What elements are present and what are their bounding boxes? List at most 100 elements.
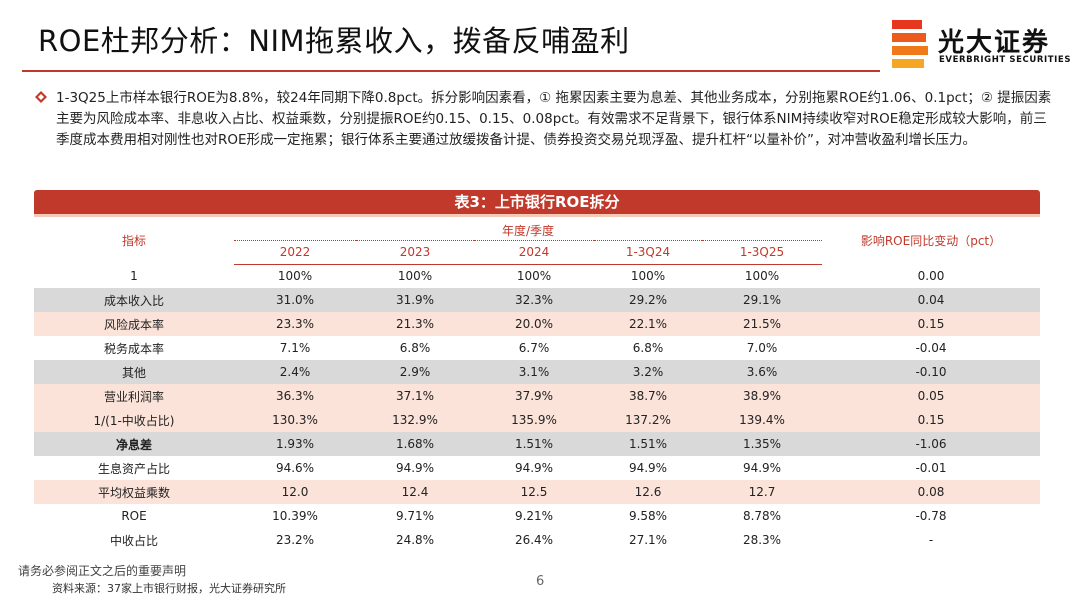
row-value: 94.9% [474,456,594,480]
row-value: 2.9% [356,360,474,384]
row-value: 28.3% [702,528,822,552]
row-value: 132.9% [356,408,474,432]
row-label: 税务成本率 [34,336,234,360]
row-value: 3.6% [702,360,822,384]
row-roe-change: -0.04 [822,336,1040,360]
row-value: 8.78% [702,504,822,528]
row-value: 135.9% [474,408,594,432]
row-value: 7.0% [702,336,822,360]
header-roe-change: 影响ROE同比变动（pct） [860,234,1002,248]
header-period: 1-3Q24 [594,240,702,265]
row-value: 94.9% [356,456,474,480]
table-row: 风险成本率 23.3% 21.3% 20.0% 22.1% 21.5% 0.15 [34,312,1040,336]
row-value: 94.9% [594,456,702,480]
row-label: ROE [34,504,234,528]
row-roe-change: -1.06 [822,432,1040,456]
row-value: 23.3% [234,312,356,336]
row-roe-change: -0.10 [822,360,1040,384]
table-row: 净息差 1.93% 1.68% 1.51% 1.51% 1.35% -1.06 [34,432,1040,456]
logo-chinese-name: 光大证券 [938,28,1051,58]
row-value: 1.68% [356,432,474,456]
table-row: ROE 10.39% 9.71% 9.21% 9.58% 8.78% -0.78 [34,504,1040,528]
table-title: 表3：上市银行ROE拆分 [34,190,1040,214]
row-value: 12.7 [702,480,822,504]
title-divider [22,70,880,72]
row-value: 21.3% [356,312,474,336]
row-value: 94.9% [702,456,822,480]
row-value: 32.3% [474,288,594,312]
data-source: 资料来源：37家上市银行财报，光大证券研究所 [52,582,286,595]
row-roe-change: - [822,528,1040,552]
row-value: 6.8% [594,336,702,360]
row-value: 3.1% [474,360,594,384]
row-value: 37.1% [356,384,474,408]
row-value: 100% [234,264,356,288]
row-roe-change: -0.78 [822,504,1040,528]
row-value: 137.2% [594,408,702,432]
row-value: 21.5% [702,312,822,336]
row-value: 37.9% [474,384,594,408]
row-value: 100% [356,264,474,288]
row-value: 3.2% [594,360,702,384]
row-value: 130.3% [234,408,356,432]
row-value: 6.8% [356,336,474,360]
row-label: 风险成本率 [34,312,234,336]
roe-table-container: 表3：上市银行ROE拆分 指标 年度/季度 影响ROE同比变动（pct） 202… [34,190,1040,552]
table-row: 1 100% 100% 100% 100% 100% 0.00 [34,264,1040,288]
table-row: 1/(1-中收占比) 130.3% 132.9% 135.9% 137.2% 139.4%… [34,408,1040,432]
row-value: 100% [594,264,702,288]
header-period: 2022 [234,240,356,265]
row-value: 9.21% [474,504,594,528]
page-title: ROE杜邦分析：NIM拖累收入，拨备反哺盈利 [38,24,630,58]
table-row: 其他 2.4% 2.9% 3.1% 3.2% 3.6% -0.10 [34,360,1040,384]
row-value: 27.1% [594,528,702,552]
header-period: 2024 [474,240,594,265]
row-value: 7.1% [234,336,356,360]
row-roe-change: 0.08 [822,480,1040,504]
row-value: 22.1% [594,312,702,336]
row-value: 100% [474,264,594,288]
row-value: 29.2% [594,288,702,312]
page-number: 6 [536,574,545,589]
table-row: 平均权益乘数 12.0 12.4 12.5 12.6 12.7 0.08 [34,480,1040,504]
row-roe-change: 0.00 [822,264,1040,288]
row-value: 100% [702,264,822,288]
disclaimer-note: 请务必参阅正文之后的重要声明 [18,564,187,578]
table-title-underline [34,214,1040,217]
row-value: 38.9% [702,384,822,408]
summary-paragraph: 1-3Q25上市样本银行ROE为8.8%，较24年同期下降0.8pct。拆分影响… [56,90,1052,148]
row-label: 1/(1-中收占比) [34,408,234,432]
row-value: 1.35% [702,432,822,456]
row-label: 成本收入比 [34,288,234,312]
row-value: 94.6% [234,456,356,480]
header-period-group: 年度/季度 [234,217,822,241]
row-value: 26.4% [474,528,594,552]
header-indicator: 指标 [121,234,146,248]
row-value: 38.7% [594,384,702,408]
row-value: 9.71% [356,504,474,528]
row-value: 2.4% [234,360,356,384]
row-value: 29.1% [702,288,822,312]
row-value: 12.6 [594,480,702,504]
row-roe-change: 0.04 [822,288,1040,312]
row-value: 36.3% [234,384,356,408]
row-value: 6.7% [474,336,594,360]
row-value: 1.93% [234,432,356,456]
row-value: 1.51% [474,432,594,456]
row-label: 生息资产占比 [34,456,234,480]
row-label: 1 [34,264,234,288]
row-label: 平均权益乘数 [34,480,234,504]
row-roe-change: 0.15 [822,408,1040,432]
table-row: 生息资产占比 94.6% 94.9% 94.9% 94.9% 94.9% -0.01 [34,456,1040,480]
row-label: 其他 [34,360,234,384]
logo-english-name: EVERBRIGHT SECURITIES [939,55,1072,65]
table-row: 营业利润率 36.3% 37.1% 37.9% 38.7% 38.9% 0.05 [34,384,1040,408]
logo-mark-icon [892,20,928,68]
row-label: 净息差 [34,432,234,456]
header-period: 2023 [356,240,474,265]
row-value: 10.39% [234,504,356,528]
row-value: 1.51% [594,432,702,456]
row-label: 中收占比 [34,528,234,552]
table-row: 税务成本率 7.1% 6.8% 6.7% 6.8% 7.0% -0.04 [34,336,1040,360]
row-value: 12.5 [474,480,594,504]
